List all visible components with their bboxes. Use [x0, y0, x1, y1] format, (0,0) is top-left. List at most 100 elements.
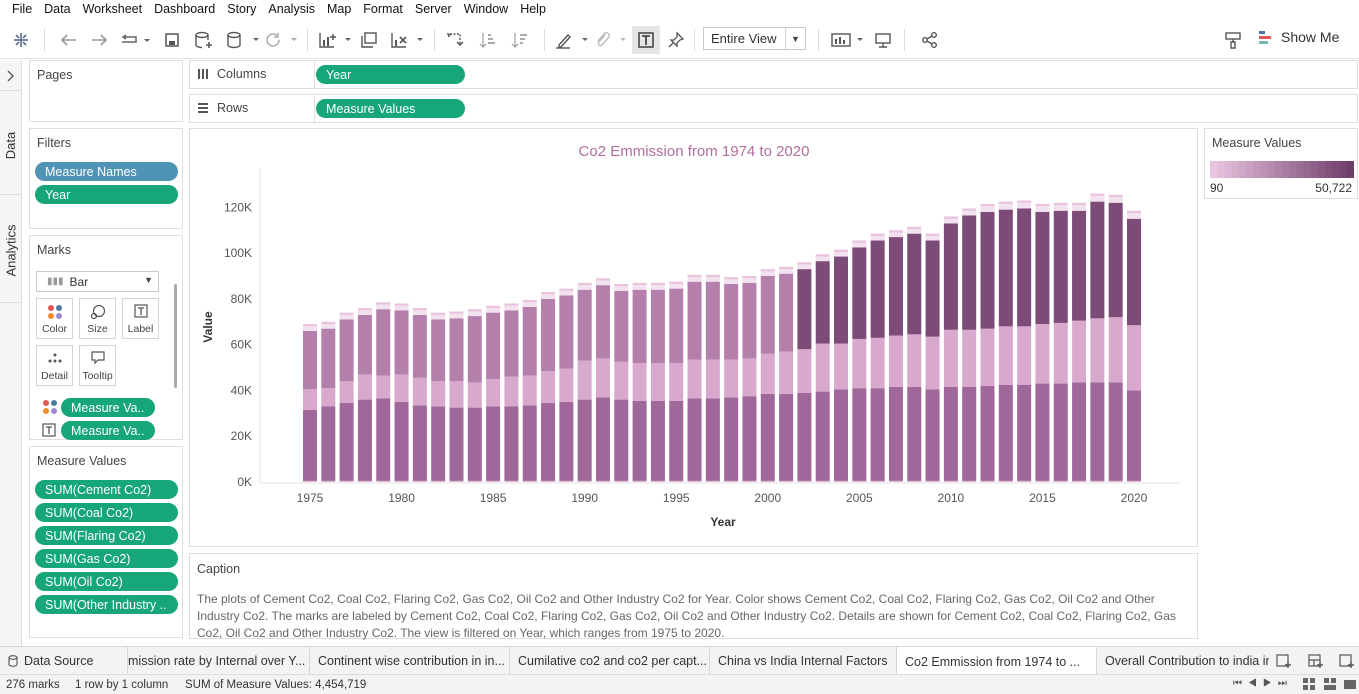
menu-format[interactable]: Format	[363, 2, 403, 16]
bar-segment[interactable]	[541, 403, 556, 481]
bar-segment[interactable]	[888, 387, 903, 481]
bar-chart[interactable]: Co2 Emmission from 1974 to 2020 0K 20K 40K 6…	[190, 129, 1197, 546]
bar-segment[interactable]	[925, 336, 940, 390]
bar-segment[interactable]	[742, 278, 757, 283]
bar-segment[interactable]	[797, 392, 812, 481]
bar-segment[interactable]	[834, 343, 849, 390]
columns-pill-year[interactable]: Year	[316, 65, 465, 84]
bar-segment[interactable]	[486, 308, 501, 313]
bar-segment[interactable]	[394, 401, 409, 481]
bar-segment[interactable]	[595, 280, 610, 286]
bar-segment[interactable]	[614, 399, 629, 481]
tabs-view-icon[interactable]	[1343, 677, 1357, 694]
bar-segment[interactable]	[687, 277, 702, 282]
bar-segment[interactable]	[998, 480, 1013, 482]
bar-segment[interactable]	[467, 309, 482, 312]
bar-segment[interactable]	[1017, 200, 1032, 203]
bar-segment[interactable]	[852, 247, 867, 339]
marks-color-button[interactable]: Color	[36, 298, 73, 339]
bar-segment[interactable]	[962, 208, 977, 211]
bar-segment[interactable]	[321, 388, 336, 407]
bar-segment[interactable]	[669, 480, 684, 482]
bar-segment[interactable]	[760, 276, 775, 354]
bar-segment[interactable]	[870, 337, 885, 389]
measure-pill-gas[interactable]: SUM(Gas Co2)	[35, 549, 178, 568]
bar-segment[interactable]	[357, 399, 372, 481]
bar-segment[interactable]	[595, 278, 610, 281]
bar-segment[interactable]	[852, 240, 867, 243]
rows-shelf[interactable]: Rows Measure Values	[189, 94, 1358, 123]
bar-segment[interactable]	[1035, 383, 1050, 481]
bar-segment[interactable]	[943, 223, 958, 330]
bar-segment[interactable]	[742, 282, 757, 359]
bar-segment[interactable]	[522, 300, 537, 303]
tab-sheet-co2-emission[interactable]: Co2 Emmission from 1974 to ...	[897, 647, 1097, 675]
bar-segment[interactable]	[1090, 201, 1105, 319]
bar-segment[interactable]	[632, 362, 647, 401]
bar-segment[interactable]	[943, 216, 958, 219]
new-worksheet-tab-icon[interactable]	[1274, 650, 1294, 672]
bar-segment[interactable]	[834, 249, 849, 252]
bar-segment[interactable]	[1053, 480, 1068, 482]
sheet-navigation-icon[interactable]: ⏮◀▶⏭	[1233, 678, 1293, 689]
bar-segment[interactable]	[376, 398, 391, 481]
bar-segment[interactable]	[357, 480, 372, 482]
bar-segment[interactable]	[1108, 202, 1123, 318]
bar-segment[interactable]	[412, 308, 427, 311]
bar-segment[interactable]	[1108, 480, 1123, 482]
bar-segment[interactable]	[339, 480, 354, 482]
bar-segment[interactable]	[431, 314, 446, 320]
pages-card[interactable]: Pages	[29, 60, 183, 122]
bar-segment[interactable]	[870, 240, 885, 338]
bar-segment[interactable]	[431, 480, 446, 482]
bar-segment[interactable]	[925, 240, 940, 337]
bar-segment[interactable]	[705, 277, 720, 282]
bar-segment[interactable]	[834, 389, 849, 481]
bar-segment[interactable]	[907, 480, 922, 482]
new-story-tab-icon[interactable]	[1337, 650, 1357, 672]
bar-segment[interactable]	[888, 237, 903, 336]
bar-segment[interactable]	[1053, 202, 1068, 206]
bar-segment[interactable]	[1017, 326, 1032, 385]
bar-segment[interactable]	[303, 389, 317, 410]
marks-tooltip-button[interactable]: Tooltip	[79, 345, 116, 386]
measure-pill-oil[interactable]: SUM(Oil Co2)	[35, 572, 178, 591]
bar-segment[interactable]	[980, 480, 995, 482]
bar-segment[interactable]	[705, 274, 720, 278]
bar-segment[interactable]	[431, 381, 446, 407]
bar-segment[interactable]	[888, 335, 903, 388]
bar-segment[interactable]	[870, 388, 885, 481]
bar-segment[interactable]	[559, 290, 574, 296]
bar-segment[interactable]	[834, 480, 849, 482]
bar-segment[interactable]	[650, 282, 665, 286]
bar-segment[interactable]	[998, 209, 1013, 327]
bar-segment[interactable]	[797, 349, 812, 393]
filter-pill-year[interactable]: Year	[35, 185, 178, 204]
bar-segment[interactable]	[339, 312, 354, 315]
bar-segment[interactable]	[1035, 203, 1050, 207]
bar-segment[interactable]	[559, 401, 574, 481]
bar-segment[interactable]	[632, 400, 647, 481]
bar-segment[interactable]	[412, 377, 427, 406]
bar-segment[interactable]	[650, 362, 665, 401]
bar-segment[interactable]	[541, 292, 556, 295]
tab-sheet-china-india[interactable]: China vs India Internal Factors	[710, 647, 897, 675]
bar-segment[interactable]	[541, 298, 556, 371]
bar-segment[interactable]	[376, 375, 391, 399]
bar-segment[interactable]	[779, 480, 794, 482]
bar-segment[interactable]	[687, 398, 702, 481]
new-worksheet-icon[interactable]	[317, 29, 353, 51]
bar-segment[interactable]	[303, 324, 317, 327]
share-icon[interactable]	[919, 29, 941, 51]
bar-segment[interactable]	[577, 285, 592, 290]
bar-segment[interactable]	[541, 370, 556, 404]
bar-segment[interactable]	[1127, 210, 1141, 214]
rows-pill-measure-values[interactable]: Measure Values	[316, 99, 465, 118]
bar-segment[interactable]	[687, 359, 702, 399]
bar-segment[interactable]	[595, 397, 610, 481]
analytics-tab[interactable]: Analytics	[0, 200, 22, 300]
new-data-source-icon[interactable]	[193, 29, 215, 51]
filter-pill-measure-names[interactable]: Measure Names	[35, 162, 178, 181]
bar-segment[interactable]	[870, 233, 885, 236]
bar-segment[interactable]	[595, 358, 610, 398]
